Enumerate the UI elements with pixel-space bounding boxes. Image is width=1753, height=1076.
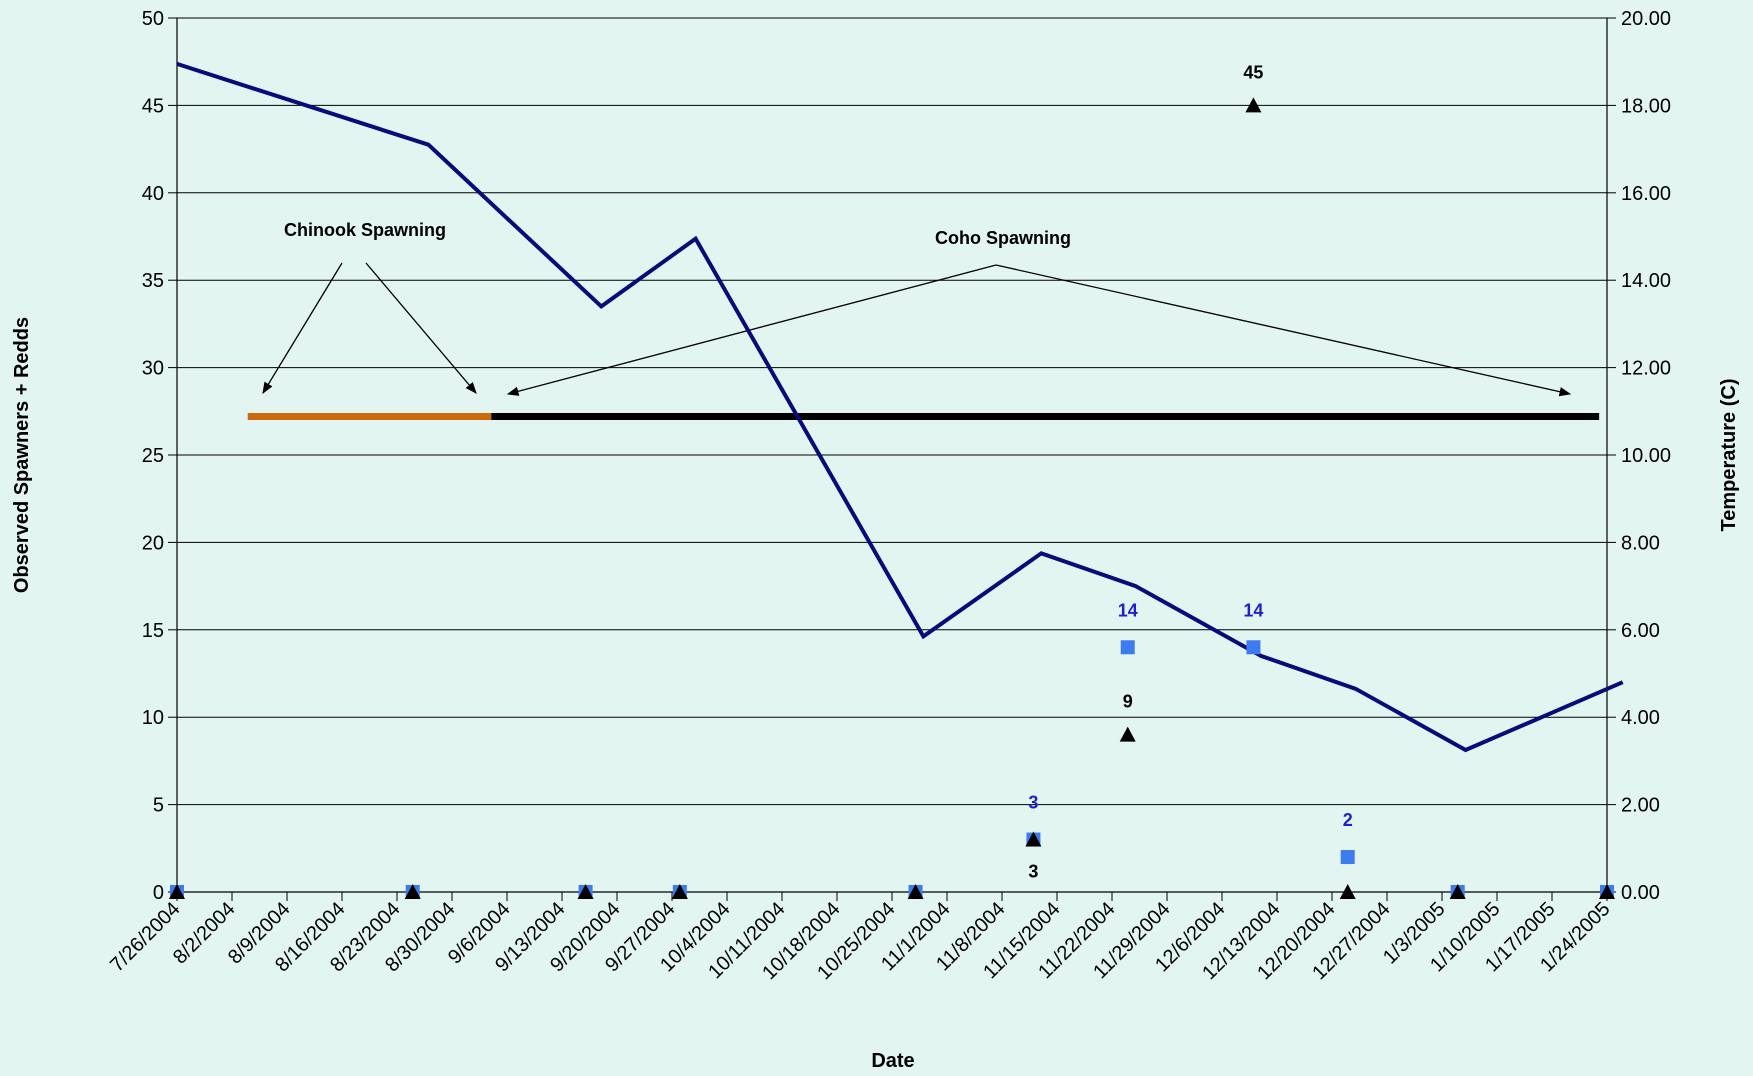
series: [169, 61, 1624, 899]
y2-tick-label: 10.00: [1621, 445, 1671, 467]
y-axis-title: Observed Spawners + Redds: [11, 317, 33, 593]
coho-arrow-left: [506, 264, 997, 396]
square-point: [1120, 640, 1135, 655]
y-tick-label: 5: [153, 795, 164, 817]
y-tick-label: 35: [142, 270, 164, 292]
triangle-point: [1245, 97, 1262, 113]
coho-spawning-label: Coho Spawning: [935, 228, 1071, 248]
y-tick-label: 15: [142, 620, 164, 642]
square-data-label: 14: [1118, 600, 1138, 620]
y-tick-label: 45: [142, 95, 164, 117]
axes: [168, 17, 1616, 901]
y2-tick-label: 14.00: [1621, 270, 1671, 292]
chinook-spawning-label: Chinook Spawning: [284, 220, 446, 240]
temperature-line: [176, 61, 1624, 753]
y2-tick-label: 2.00: [1621, 795, 1660, 817]
triangle-point: [1339, 884, 1356, 899]
square-point: [1340, 850, 1355, 865]
y2-tick-label: 8.00: [1621, 532, 1660, 554]
triangle-point: [1025, 831, 1042, 847]
y-tick-label: 30: [142, 358, 164, 380]
y-tick-label: 25: [142, 445, 164, 467]
triangle-point: [907, 884, 924, 899]
y2-tick-label: 4.00: [1621, 707, 1660, 729]
tick-labels: 0 5 10 15 20 25 30 35 40 45 50 0.00 2.00 4.00 6.00 8.00…: [106, 8, 1671, 984]
triangle-point: [577, 884, 594, 899]
x-axis-title: Date: [871, 1050, 914, 1072]
gridlines: [177, 17, 1607, 893]
y2-tick-label: 12.00: [1621, 358, 1671, 380]
triangle-point: [671, 884, 688, 899]
square-data-label: 3: [1028, 793, 1038, 813]
y-tick-label: 10: [142, 707, 164, 729]
y2-axis-title: Temperature (C): [1718, 379, 1740, 532]
triangle-point: [169, 884, 185, 899]
triangle-point: [404, 884, 421, 899]
data-labels: 3 14 14 2 3 9 45: [1028, 62, 1352, 881]
y2-tick-label: 18.00: [1621, 95, 1671, 117]
chinook-arrow-right: [365, 262, 477, 394]
y-tick-label: 40: [142, 183, 164, 205]
y2-tick-label: 16.00: [1621, 183, 1671, 205]
triangle-point: [1599, 884, 1615, 899]
y-tick-label: 50: [142, 8, 164, 30]
triangle-data-label: 3: [1028, 862, 1038, 882]
triangle-point: [1119, 726, 1136, 742]
triangle-data-label: 9: [1123, 692, 1133, 712]
y-tick-label: 0: [153, 882, 164, 904]
square-data-label: 14: [1243, 600, 1263, 620]
triangle-point: [1449, 884, 1466, 899]
x-tick-label: 7/26/2004: [106, 898, 184, 976]
square-data-label: 2: [1343, 810, 1353, 830]
y-tick-label: 20: [142, 532, 164, 554]
y2-tick-label: 0.00: [1621, 882, 1660, 904]
annotations: Chinook Spawning Coho Spawning: [262, 220, 1572, 397]
triangle-data-label: 45: [1243, 62, 1263, 82]
coho-arrow-right: [995, 264, 1572, 397]
y2-tick-label: 20.00: [1621, 8, 1671, 30]
y2-tick-label: 6.00: [1621, 620, 1660, 642]
square-point: [1246, 640, 1261, 655]
chinook-arrow-left: [262, 262, 343, 394]
